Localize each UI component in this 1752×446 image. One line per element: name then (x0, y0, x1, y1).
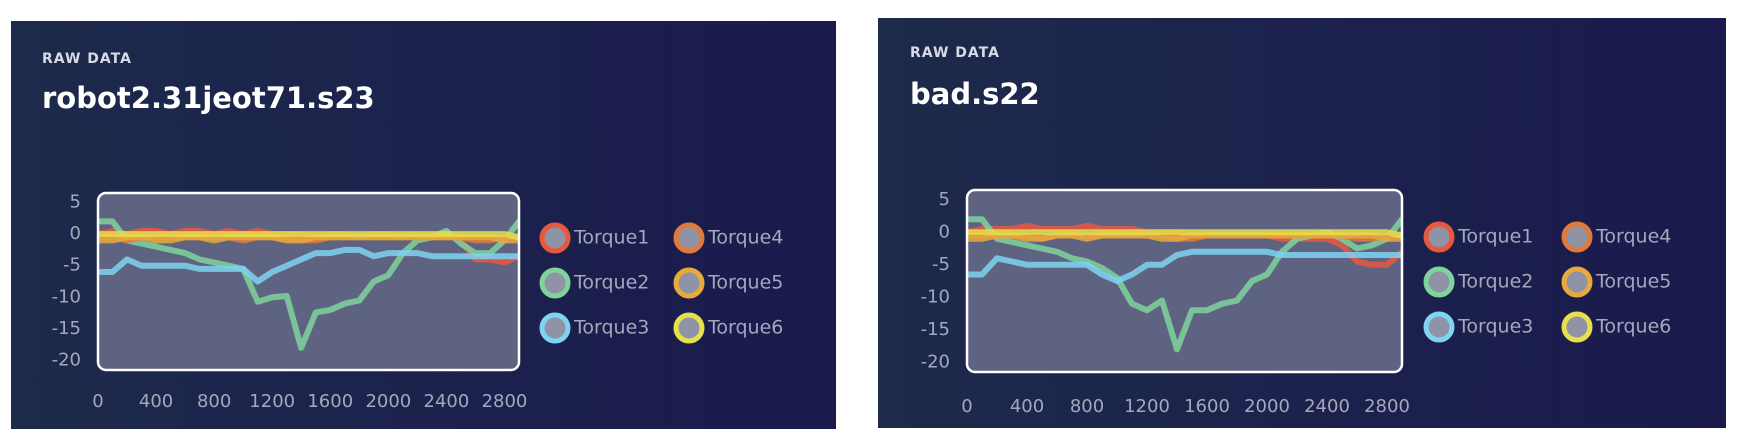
legend-label: Torque2 (573, 272, 649, 294)
x-tick-label: 400 (139, 391, 173, 412)
plot-area (98, 193, 519, 370)
y-tick-label: 0 (70, 223, 81, 244)
y-tick-label: 5 (939, 189, 950, 210)
y-tick-label: 5 (70, 191, 81, 212)
card-title: bad.s22 (910, 77, 1040, 111)
plot-border (965, 188, 1404, 374)
y-tick-label: -5 (932, 254, 950, 275)
card: RAW DATA bad.s22 Torque1 Torque2 Torque3 Torq… (878, 18, 1726, 428)
legend-marker (539, 267, 571, 299)
x-tick-label: 400 (1010, 396, 1044, 417)
x-tick-label: 2400 (1304, 396, 1350, 417)
x-tick-label: 2000 (1244, 396, 1290, 417)
legend-marker (673, 312, 705, 344)
legend-label: Torque4 (707, 227, 783, 249)
legend-label: Torque2 (1457, 271, 1533, 293)
series-line (98, 234, 519, 244)
plot-border (96, 191, 521, 372)
series-line (967, 248, 1402, 284)
legend-marker (673, 267, 705, 299)
plot-area (967, 190, 1402, 372)
legend-marker (1423, 311, 1455, 343)
y-tick-label: -10 (921, 286, 950, 307)
legend-marker (1561, 221, 1593, 253)
legend-marker (1561, 266, 1593, 298)
series-line (98, 231, 519, 241)
legend-marker (673, 222, 705, 254)
x-tick-label: 2800 (482, 391, 528, 412)
legend-label: Torque6 (1595, 316, 1671, 338)
legend-label: Torque4 (1595, 226, 1671, 248)
x-tick-label: 2000 (365, 391, 411, 412)
legend-marker (539, 312, 571, 344)
legend-label: Torque3 (1457, 316, 1533, 338)
x-tick-label: 2800 (1364, 396, 1410, 417)
legend-marker (1423, 221, 1455, 253)
legend-label: Torque3 (573, 317, 649, 339)
legend-marker (539, 222, 571, 254)
legend-label: Torque5 (1595, 271, 1671, 293)
series-lines (98, 218, 519, 351)
x-tick-label: 1600 (307, 391, 353, 412)
series-line (967, 232, 1402, 242)
x-tick-label: 0 (92, 391, 103, 412)
x-tick-label: 0 (961, 396, 972, 417)
x-tick-label: 1200 (249, 391, 295, 412)
y-tick-label: -15 (921, 319, 950, 340)
x-tick-label: 1200 (1124, 396, 1170, 417)
y-tick-label: 0 (939, 221, 950, 242)
series-lines (967, 216, 1402, 353)
legend-marker (1423, 266, 1455, 298)
y-tick-label: -5 (63, 255, 81, 276)
legend-label: Torque1 (1457, 226, 1533, 248)
legend-marker (1561, 311, 1593, 343)
card-title: robot2.31jeot71.s23 (42, 81, 375, 115)
card-label: RAW DATA (42, 51, 132, 67)
card: RAW DATA robot2.31jeot71.s23 Torque1 Torque… (11, 21, 836, 429)
y-tick-label: -10 (52, 286, 81, 307)
series-line (98, 246, 519, 285)
card-label: RAW DATA (910, 45, 1000, 61)
legend-label: Torque1 (573, 227, 649, 249)
legend-label: Torque6 (707, 317, 783, 339)
y-tick-label: -15 (52, 318, 81, 339)
series-line (967, 229, 1402, 239)
x-tick-label: 2400 (424, 391, 470, 412)
x-tick-label: 800 (197, 391, 231, 412)
y-tick-label: -20 (921, 351, 950, 372)
legend-label: Torque5 (707, 272, 783, 294)
x-tick-label: 800 (1070, 396, 1104, 417)
y-tick-label: -20 (52, 350, 81, 371)
x-tick-label: 1600 (1184, 396, 1230, 417)
